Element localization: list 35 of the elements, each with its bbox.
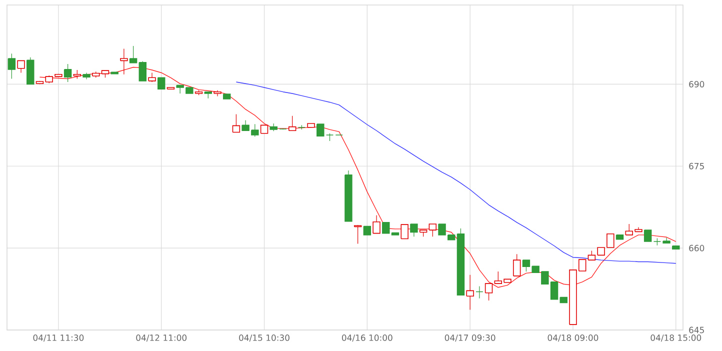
candlestick — [484, 283, 493, 301]
y-tick-label: 645 — [689, 326, 704, 334]
candlestick — [588, 250, 596, 260]
candlestick — [428, 224, 437, 237]
y-tick-label: 690 — [689, 81, 704, 88]
candlestick — [129, 46, 138, 64]
candlestick — [372, 214, 380, 234]
x-tick-label: 04/11 11:30 — [33, 334, 84, 342]
candlestick — [148, 72, 156, 82]
x-tick-label: 04/18 09:00 — [548, 334, 598, 342]
candlestick — [662, 237, 670, 244]
candlestick — [138, 60, 147, 82]
candlestick — [214, 90, 222, 97]
candlestick — [466, 274, 474, 310]
candlestick — [644, 230, 652, 242]
candlestick — [232, 114, 240, 133]
x-tick-label: 04/16 10:00 — [342, 334, 392, 342]
candlestick — [400, 224, 408, 240]
candlestick — [17, 60, 25, 74]
candlestick — [64, 64, 72, 82]
candlestick — [120, 48, 128, 75]
candlestick — [288, 116, 296, 132]
y-tick-label: 675 — [689, 162, 704, 170]
x-tick-label: 04/18 15:00 — [650, 334, 702, 342]
x-tick-label: 04/17 09:30 — [444, 334, 496, 342]
candlestick — [512, 254, 521, 276]
candlestick — [476, 286, 484, 299]
y-tick-label: 660 — [689, 244, 704, 252]
candlestick — [410, 224, 418, 237]
candlestick — [382, 222, 390, 234]
candlestick — [8, 53, 16, 80]
candlestick — [316, 124, 324, 136]
x-tick-label: 04/12 11:00 — [136, 334, 187, 342]
candlestick — [158, 77, 166, 90]
x-tick-label: 04/15 10:30 — [239, 334, 290, 342]
